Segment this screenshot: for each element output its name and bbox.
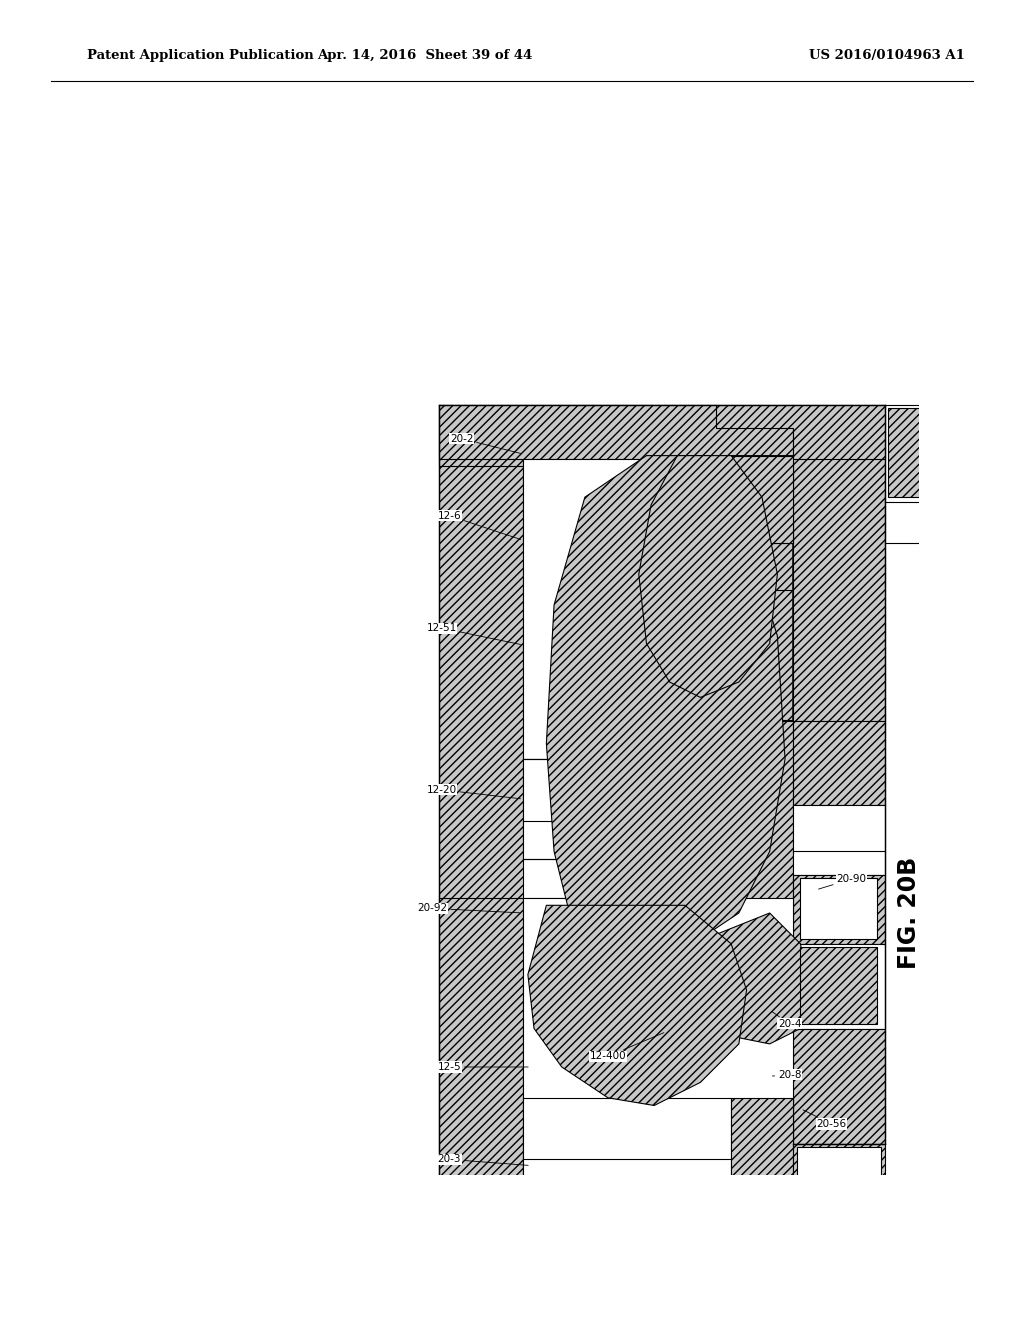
- Polygon shape: [731, 721, 793, 928]
- Polygon shape: [793, 1144, 885, 1320]
- Polygon shape: [793, 874, 885, 944]
- Bar: [523, 898, 793, 1320]
- Polygon shape: [801, 878, 878, 940]
- Polygon shape: [885, 405, 947, 544]
- Polygon shape: [523, 759, 639, 859]
- Polygon shape: [731, 455, 793, 544]
- Bar: [798, 1147, 881, 1320]
- Polygon shape: [438, 898, 523, 1320]
- Text: 12-51: 12-51: [427, 623, 520, 644]
- Polygon shape: [639, 455, 777, 697]
- Polygon shape: [793, 805, 885, 874]
- Polygon shape: [438, 405, 716, 466]
- Polygon shape: [438, 405, 523, 1320]
- Text: 12-6: 12-6: [437, 511, 520, 540]
- Text: 20-8: 20-8: [772, 1069, 802, 1080]
- Text: 20-56: 20-56: [803, 1110, 846, 1129]
- Text: Patent Application Publication: Patent Application Publication: [87, 49, 313, 62]
- Polygon shape: [801, 946, 878, 1024]
- Polygon shape: [670, 913, 808, 1044]
- Text: 20-2: 20-2: [450, 434, 520, 453]
- Text: FIG. 20B: FIG. 20B: [897, 857, 922, 969]
- Polygon shape: [716, 405, 885, 459]
- Text: 20-4: 20-4: [772, 1011, 802, 1028]
- Polygon shape: [523, 459, 685, 759]
- Text: 12-20: 12-20: [427, 785, 520, 799]
- Polygon shape: [724, 455, 793, 721]
- Polygon shape: [523, 1098, 731, 1320]
- Text: 20-90: 20-90: [818, 874, 866, 890]
- Text: 12-400: 12-400: [590, 1032, 664, 1061]
- Polygon shape: [547, 455, 785, 960]
- Polygon shape: [523, 405, 716, 466]
- Polygon shape: [438, 405, 793, 459]
- Polygon shape: [793, 1028, 885, 1144]
- Text: 20-92: 20-92: [418, 903, 520, 913]
- Polygon shape: [793, 944, 885, 1028]
- Text: Apr. 14, 2016  Sheet 39 of 44: Apr. 14, 2016 Sheet 39 of 44: [317, 49, 532, 62]
- Polygon shape: [731, 1098, 793, 1320]
- Polygon shape: [793, 721, 885, 805]
- Polygon shape: [793, 405, 885, 721]
- Polygon shape: [888, 408, 944, 498]
- Bar: [535, 1267, 719, 1320]
- Text: 12-5: 12-5: [437, 1063, 528, 1072]
- Polygon shape: [528, 906, 746, 1106]
- Text: US 2016/0104963 A1: US 2016/0104963 A1: [809, 49, 965, 62]
- Text: 20-3: 20-3: [437, 1155, 528, 1166]
